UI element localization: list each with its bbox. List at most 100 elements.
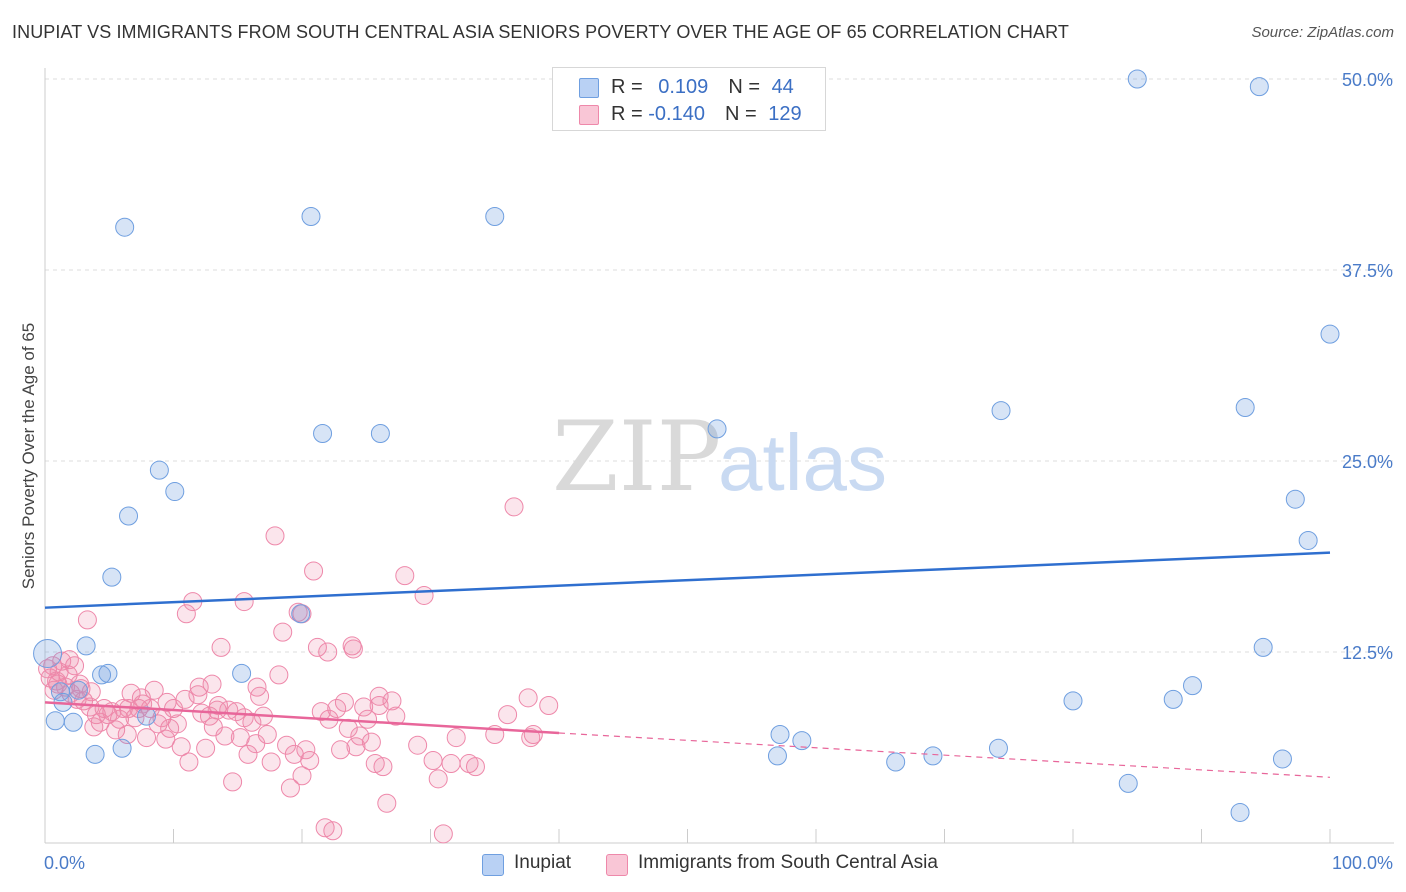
legend-r-value: -0.140 [648, 103, 705, 125]
inupiat-point [1235, 398, 1255, 418]
immigrants-point [504, 497, 524, 517]
immigrants-point [342, 636, 362, 656]
immigrants-swatch [579, 105, 599, 125]
immigrants-point [300, 750, 320, 770]
inupiat-point [1249, 77, 1269, 97]
immigrants-point [465, 757, 485, 777]
legend-n-label: N = [724, 103, 763, 125]
immigrants-point [238, 744, 258, 764]
immigrants-point [59, 650, 79, 670]
immigrants-point [269, 665, 289, 685]
immigrants-point [523, 725, 543, 745]
source-label: Source: ZipAtlas.com [1251, 24, 1394, 41]
inupiat-point [63, 712, 83, 732]
immigrants-point [350, 726, 370, 746]
legend-r-label: R = [611, 103, 649, 125]
inupiat-legend-label: Inupiat [514, 852, 572, 873]
immigrants-point [315, 818, 335, 838]
inupiat-point [45, 711, 65, 731]
watermark-atlas: atlas [718, 418, 887, 507]
immigrants-point [377, 793, 397, 813]
legend-n-value: 129 [768, 103, 802, 125]
inupiat-point [112, 738, 132, 758]
inupiat-point [1118, 773, 1138, 793]
immigrants-point [242, 712, 262, 732]
immigrants-point [188, 685, 208, 705]
immigrants-point [311, 702, 331, 722]
inupiat-point [1183, 676, 1203, 696]
immigrants-point [428, 769, 448, 789]
immigrants-point [441, 754, 461, 774]
immigrants-point [77, 610, 97, 630]
inupiat-point [98, 663, 118, 683]
inupiat-point [76, 636, 96, 656]
immigrants-point [106, 720, 126, 740]
immigrants-point [148, 714, 168, 734]
immigrants-point [539, 695, 559, 715]
inupiat-point [1320, 324, 1340, 344]
immigrants-point [226, 702, 246, 722]
immigrants-point [131, 688, 151, 708]
inupiat-point [770, 725, 790, 745]
immigrants-point [70, 674, 90, 694]
immigrants-legend-swatch [606, 854, 628, 876]
x-tick-label: 100.0% [1332, 853, 1393, 873]
immigrants-point [331, 740, 351, 760]
immigrants-point [167, 714, 187, 734]
legend-n-label: N = [728, 76, 766, 98]
immigrants-point [234, 592, 254, 612]
y-tick-label: 50.0% [1342, 70, 1393, 90]
immigrants-point [189, 677, 209, 697]
inupiat-point [165, 482, 185, 502]
inupiat-point [1063, 691, 1083, 711]
legend-r-value: 0.109 [658, 76, 709, 98]
grid-lines [45, 78, 1394, 653]
immigrants-point [518, 688, 538, 708]
immigrants-point [156, 729, 176, 749]
immigrants-point [307, 637, 327, 657]
immigrants-point [202, 674, 222, 694]
immigrants-point [137, 728, 157, 748]
inupiat-point [68, 680, 88, 700]
immigrants-trend-extension [558, 732, 1331, 778]
immigrants-point [94, 699, 114, 719]
immigrants-point [292, 766, 312, 786]
immigrants-point [423, 750, 443, 770]
inupiat-point [85, 744, 105, 764]
immigrants-legend-label: Immigrants from South Central Asia [638, 852, 938, 873]
immigrants-point [361, 732, 381, 752]
inupiat-point [1230, 802, 1250, 822]
immigrants-point [323, 821, 343, 841]
immigrants-point [257, 725, 277, 745]
immigrants-point [382, 691, 402, 711]
inupiat-point [313, 423, 333, 443]
immigrants-point [273, 622, 293, 642]
immigrants-point [223, 772, 243, 792]
immigrants-point [280, 778, 300, 798]
immigrants-point [211, 637, 231, 657]
immigrants-point [408, 735, 428, 755]
immigrants-point [414, 585, 434, 605]
immigrants-point [365, 754, 385, 774]
y-axis-label: Seniors Poverty Over the Age of 65 [19, 323, 38, 589]
inupiat-point [1298, 530, 1318, 550]
immigrants-point [208, 695, 228, 715]
inupiat-point [1163, 689, 1183, 709]
inupiat-point [50, 682, 70, 702]
immigrants-point [343, 639, 363, 659]
immigrants-point [48, 674, 68, 694]
immigrants-point [334, 692, 354, 712]
immigrants-point [498, 705, 518, 725]
inupiat-point [923, 746, 943, 766]
immigrants-point [265, 526, 285, 546]
immigrants-point [176, 604, 196, 624]
y-tick-label: 25.0% [1342, 452, 1393, 472]
immigrants-point [395, 566, 415, 586]
inupiat-point [1127, 69, 1147, 89]
immigrants-point [196, 738, 216, 758]
y-tick-label: 37.5% [1342, 261, 1393, 281]
legend-r-label: R = [611, 76, 649, 98]
immigrants-trend-line [44, 701, 560, 735]
immigrants-point [65, 656, 85, 676]
immigrants-point [171, 737, 191, 757]
